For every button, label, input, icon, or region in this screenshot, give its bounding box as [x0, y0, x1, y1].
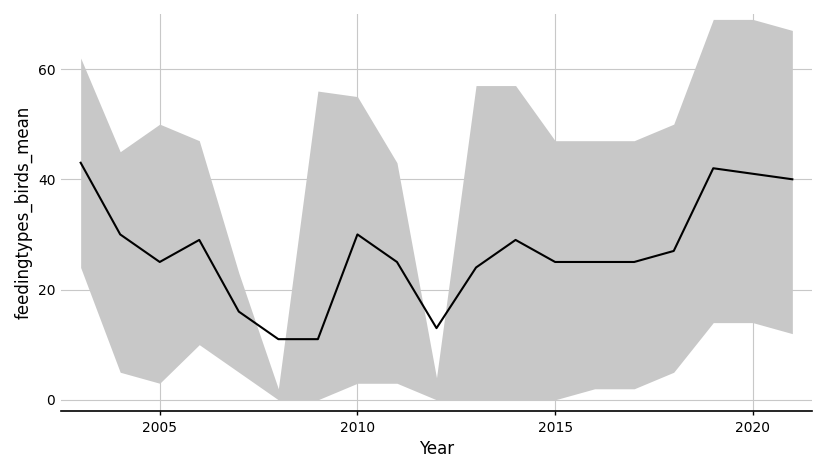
Y-axis label: feedingtypes_birds_mean: feedingtypes_birds_mean — [14, 106, 32, 319]
X-axis label: Year: Year — [419, 440, 454, 458]
